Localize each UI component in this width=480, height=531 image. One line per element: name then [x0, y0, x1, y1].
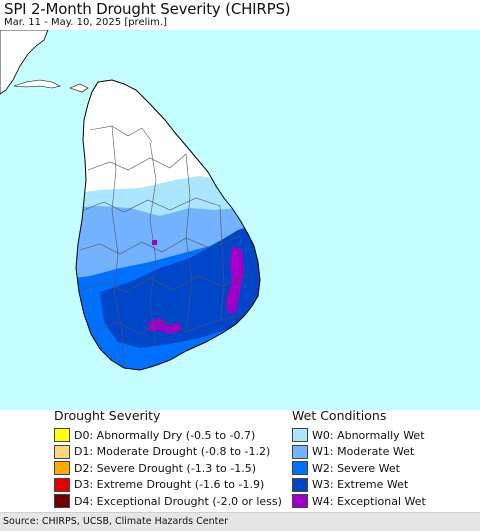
w4-patch-east: [226, 246, 244, 314]
source-footer: Source: CHIRPS, UCSB, Climate Hazards Ce…: [0, 512, 480, 531]
legend-label-w3: W3: Extreme Wet: [312, 478, 409, 492]
swatch-d3: [54, 477, 70, 492]
wet-legend: Wet Conditions W0: Abnormally Wet W1: Mo…: [292, 408, 426, 510]
legend-label-d4: D4: Exceptional Drought (-2.0 or less): [74, 494, 282, 508]
w4-patch-south: [148, 318, 182, 334]
drought-legend-heading: Drought Severity: [54, 408, 161, 423]
legend-item-w1: W1: Moderate Wet: [292, 444, 426, 461]
adams-bridge-islands: [13, 79, 61, 89]
legend-item-w4: W4: Exceptional Wet: [292, 493, 426, 510]
india-landmass: [0, 30, 49, 95]
w3-region: [100, 226, 260, 348]
swatch-w4: [292, 494, 308, 509]
swatch-w0: [292, 428, 308, 443]
swatch-d4: [54, 494, 70, 509]
spi-shading: [76, 176, 260, 370]
map-title: SPI 2-Month Drought Severity (CHIRPS): [4, 0, 291, 18]
legend-item-d3: D3: Extreme Drought (-1.6 to -1.9): [54, 477, 282, 494]
legend-item-d2: D2: Severe Drought (-1.3 to -1.5): [54, 460, 282, 477]
legend-item-d0: D0: Abnormally Dry (-0.5 to -0.7): [54, 427, 282, 444]
legend-label-d3: D3: Extreme Drought (-1.6 to -1.9): [74, 478, 265, 492]
swatch-w3: [292, 477, 308, 492]
drought-legend: Drought Severity D0: Abnormally Dry (-0.…: [54, 408, 282, 510]
legend-label-w0: W0: Abnormally Wet: [312, 428, 425, 442]
map-subtitle: Mar. 11 - May. 10, 2025 [prelim.]: [4, 17, 167, 28]
swatch-d1: [54, 444, 70, 459]
legend-item-d1: D1: Moderate Drought (-0.8 to -1.2): [54, 444, 282, 461]
legend-label-w2: W2: Severe Wet: [312, 461, 400, 475]
source-text: Source: CHIRPS, UCSB, Climate Hazards Ce…: [3, 516, 229, 527]
sri-lanka-map: [0, 30, 261, 371]
wet-legend-heading: Wet Conditions: [292, 408, 387, 423]
legend-item-w0: W0: Abnormally Wet: [292, 427, 426, 444]
swatch-d0: [54, 428, 70, 443]
w4-speck: [152, 240, 157, 245]
legend-label-w1: W1: Moderate Wet: [312, 445, 415, 459]
legend-label-w4: W4: Exceptional Wet: [312, 494, 426, 508]
swatch-w1: [292, 444, 308, 459]
swatch-d2: [54, 461, 70, 476]
legend-item-d4: D4: Exceptional Drought (-2.0 or less): [54, 493, 282, 510]
jaffna-islet: [69, 83, 89, 93]
legend-label-d2: D2: Severe Drought (-1.3 to -1.5): [74, 461, 257, 475]
legend-item-w3: W3: Extreme Wet: [292, 477, 426, 494]
map-area: [0, 30, 480, 410]
sri-lanka-coastline: [75, 79, 261, 371]
swatch-w2: [292, 461, 308, 476]
district-boundaries: [79, 125, 251, 367]
legend-label-d1: D1: Moderate Drought (-0.8 to -1.2): [74, 445, 271, 459]
legend-label-d0: D0: Abnormally Dry (-0.5 to -0.7): [74, 428, 256, 442]
legend-item-w2: W2: Severe Wet: [292, 460, 426, 477]
